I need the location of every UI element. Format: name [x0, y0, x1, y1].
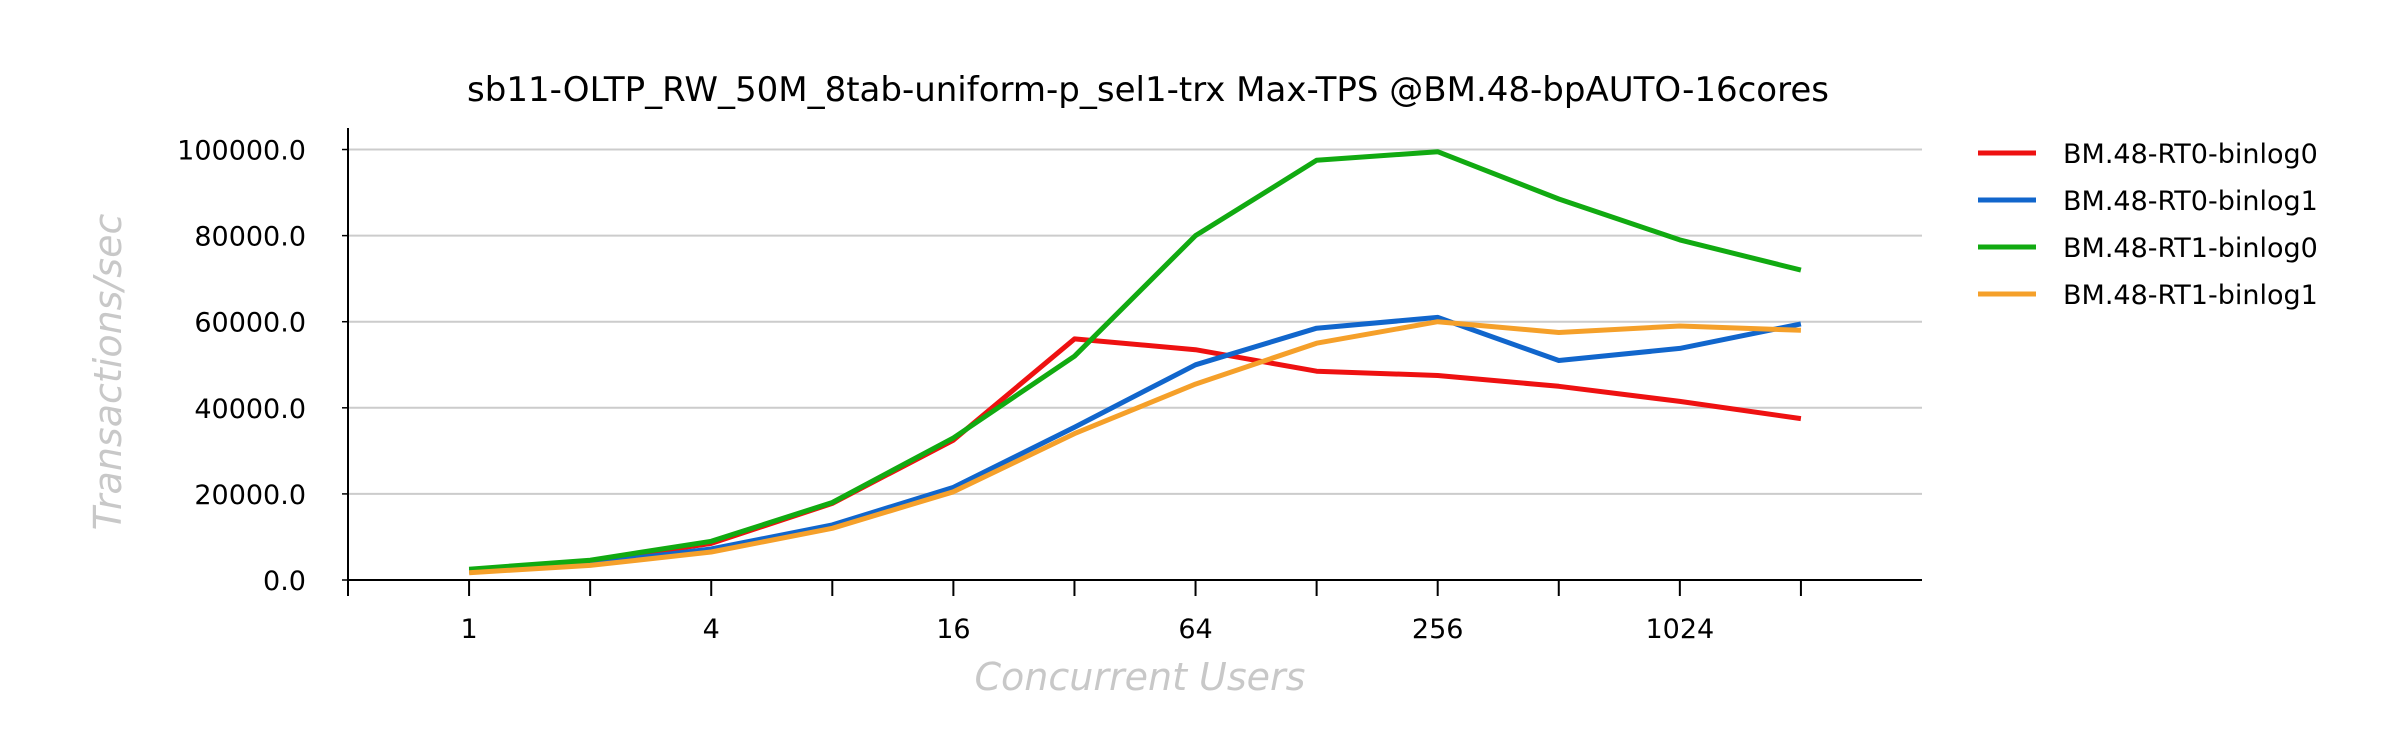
x-tick-label: 1 — [460, 614, 477, 645]
series-line-bm-48-rt0-binlog1 — [468, 314, 1802, 574]
y-tick-label: 20000.0 — [194, 480, 306, 511]
legend-label-bm-48-rt0-binlog1: BM.48-RT0-binlog1 — [2063, 186, 2318, 217]
x-axis-label: Concurrent Users — [975, 655, 1306, 699]
legend: BM.48-RT0-binlog0 BM.48-RT0-binlog1 BM.48-… — [1978, 139, 2318, 311]
series-lines — [468, 149, 1802, 576]
y-tick-label: 0.0 — [263, 566, 306, 597]
x-tick-label: 1024 — [1645, 614, 1714, 645]
x-tick-label: 4 — [703, 614, 720, 645]
gridlines — [348, 148, 1922, 495]
series-line-bm-48-rt1-binlog0 — [468, 149, 1802, 572]
chart-title: sb11-OLTP_RW_50M_8tab-uniform-p_sel1-trx… — [467, 70, 1829, 110]
x-tick-label: 256 — [1412, 614, 1464, 645]
y-tick-label: 40000.0 — [194, 394, 306, 425]
series-line-bm-48-rt0-binlog0 — [468, 336, 1802, 573]
series-line-bm-48-rt1-binlog1 — [468, 319, 1801, 576]
legend-label-bm-48-rt1-binlog0: BM.48-RT1-binlog0 — [2063, 233, 2318, 264]
legend-label-bm-48-rt1-binlog1: BM.48-RT1-binlog1 — [2063, 280, 2318, 311]
axes — [342, 128, 1922, 596]
x-tick-label: 16 — [936, 614, 970, 645]
y-axis-tick-labels: 0.0 20000.0 40000.0 60000.0 80000.0 100000.0 — [177, 136, 306, 597]
x-tick-label: 64 — [1178, 614, 1212, 645]
legend-label-bm-48-rt0-binlog0: BM.48-RT0-binlog0 — [2063, 139, 2318, 170]
y-tick-label: 100000.0 — [177, 136, 306, 167]
y-axis-label: Transactions/sec — [86, 214, 130, 531]
x-axis-tick-labels: 1 4 16 64 256 1024 — [460, 614, 1714, 645]
y-tick-label: 80000.0 — [194, 222, 306, 253]
y-tick-label: 60000.0 — [194, 308, 306, 339]
